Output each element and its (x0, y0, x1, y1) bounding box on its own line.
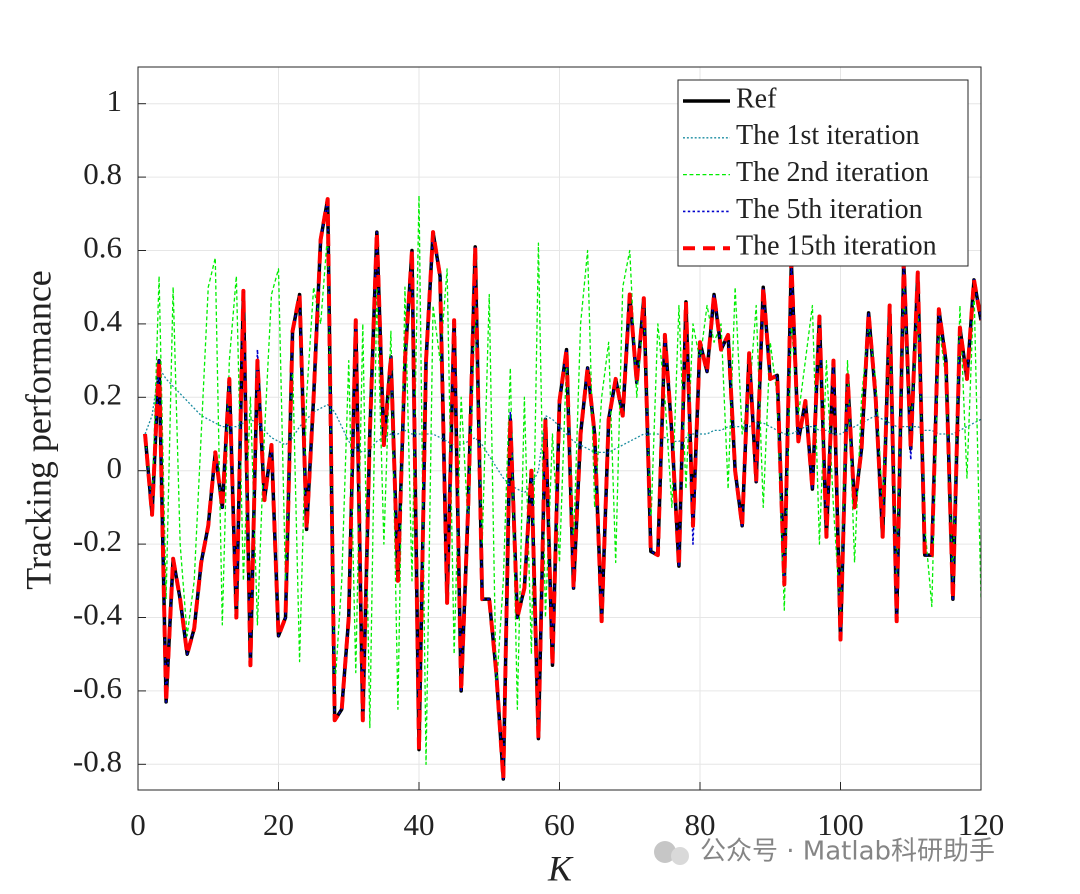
y-axis-label: Tracking performance (18, 270, 58, 590)
x-axis-label: K (547, 848, 574, 888)
y-tick-label: 1 (107, 83, 123, 118)
y-tick-label: -0.6 (73, 670, 122, 705)
x-tick-label: 40 (404, 807, 435, 842)
watermark: 公众号 · Matlab科研助手 (700, 837, 995, 867)
watermark-icon (671, 847, 689, 865)
lines (143, 194, 981, 781)
y-tick-label: 0 (107, 450, 123, 485)
legend-label: The 15th iteration (736, 231, 937, 262)
series-line (143, 197, 981, 781)
x-tick-label: 80 (685, 807, 716, 842)
legend-label: The 5th iteration (736, 194, 923, 225)
ticks: -0.8 -0.6 -0.4 -0.2 0 0.2 0.4 0.6 0.8 1 0 20 40 60 80 1… (73, 83, 1004, 842)
x-tick-label: 60 (544, 807, 575, 842)
y-tick-label: 0.8 (83, 156, 122, 191)
legend-label: Ref (736, 83, 777, 114)
legend-label: The 2nd iteration (736, 157, 929, 188)
legend-label: The 1st iteration (736, 120, 920, 151)
y-tick-label: -0.2 (73, 523, 122, 558)
y-tick-label: -0.8 (73, 743, 122, 778)
y-tick-label: 0.6 (83, 230, 122, 265)
y-tick-label: 0.4 (83, 303, 122, 338)
watermark-icon (654, 841, 676, 863)
legend: Ref The 1st iteration The 2nd iteration The… (677, 79, 969, 267)
x-tick-label: 20 (263, 807, 294, 842)
y-tick-label: -0.4 (73, 597, 123, 632)
x-tick-label: 0 (130, 807, 146, 842)
x-tick-label: 100 (817, 807, 864, 842)
y-tick-label: 0.2 (83, 376, 122, 411)
legend-box (677, 79, 969, 267)
watermark-group: 公众号 · Matlab科研助手 (654, 837, 995, 867)
x-tick-label: 120 (958, 807, 1005, 842)
